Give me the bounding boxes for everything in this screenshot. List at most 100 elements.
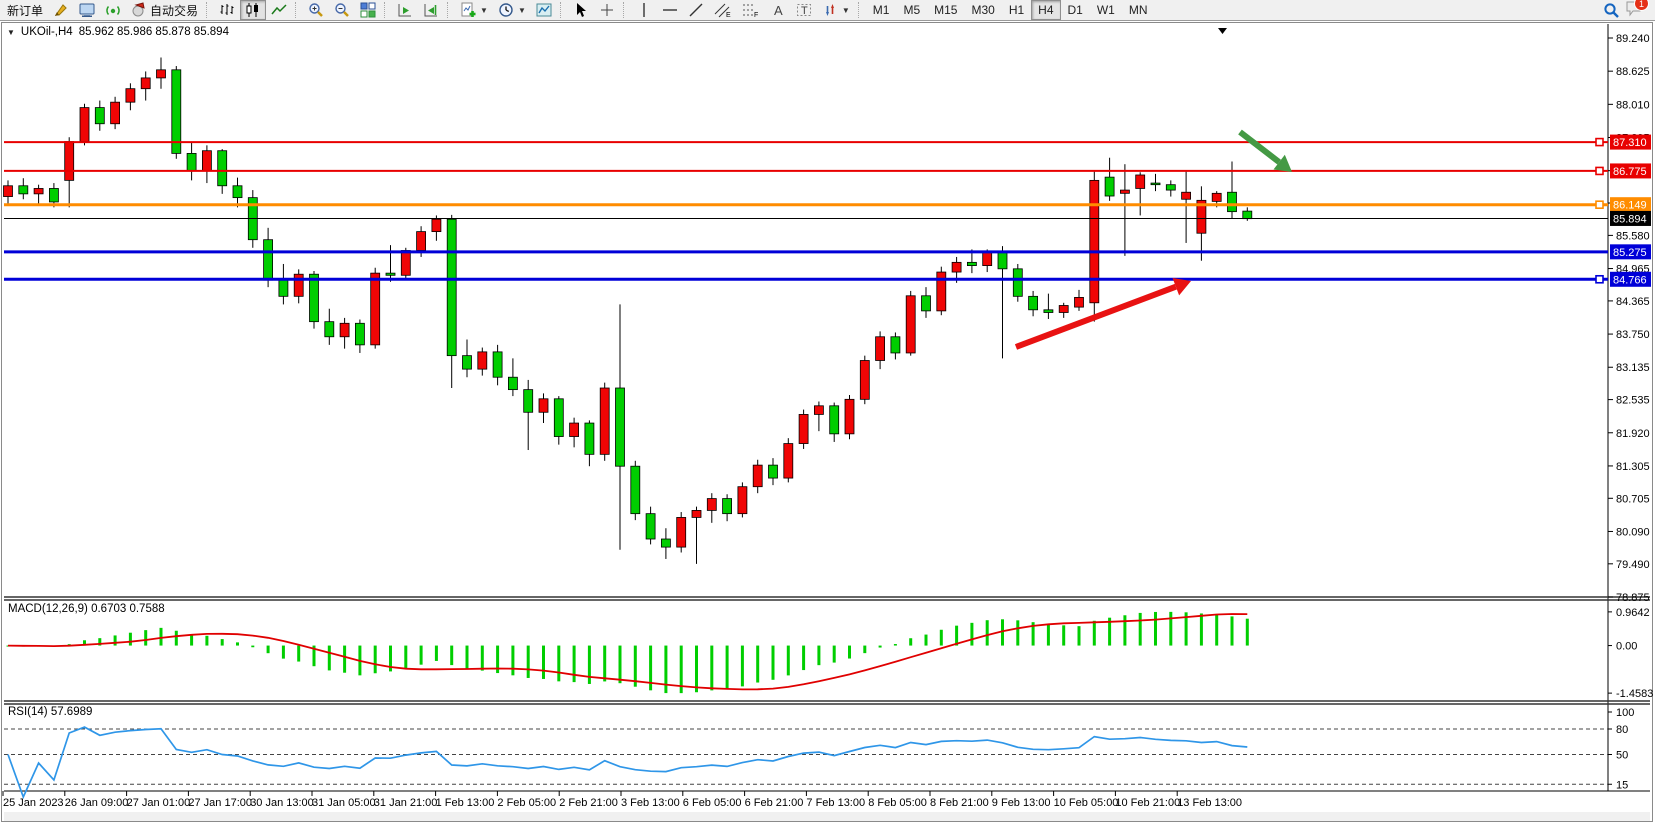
line-chart-type-button[interactable] [266, 0, 292, 20]
macd-histogram-bar [1062, 625, 1066, 646]
candle-body [538, 398, 549, 413]
price-level-87.310[interactable]: 87.310 [4, 134, 1651, 150]
tile-windows-button[interactable] [355, 0, 381, 20]
text-label-tool-button[interactable]: T [791, 0, 817, 20]
macd-histogram-bar [205, 635, 209, 646]
auto-scroll-button[interactable] [392, 0, 418, 20]
svg-text:50: 50 [1616, 750, 1628, 762]
macd-histogram-bar [542, 645, 545, 679]
timeframe-m15-button[interactable]: M15 [934, 3, 958, 17]
crosshair-tool-button[interactable] [594, 0, 620, 20]
svg-text:83.750: 83.750 [1616, 329, 1650, 341]
chevron-down-icon: ▼ [517, 5, 526, 15]
timeframe-h1-button[interactable]: H1 [1008, 3, 1025, 17]
chart-shift-button[interactable] [418, 0, 444, 20]
svg-text:26 Jan 09:00: 26 Jan 09:00 [65, 797, 129, 809]
macd-histogram-bar [174, 630, 178, 646]
vertical-line-tool-button[interactable] [631, 0, 657, 20]
candlestick-series [3, 57, 1253, 564]
timeframe-m1-button[interactable]: M1 [872, 3, 890, 17]
candle-body [630, 465, 641, 515]
svg-text:80.090: 80.090 [1616, 526, 1650, 538]
macd-histogram-bar [266, 645, 270, 654]
candle-body [1043, 309, 1054, 313]
macd-histogram-bar [1184, 612, 1188, 646]
timeframe-m30-button[interactable]: M30 [971, 3, 995, 17]
candle-body [523, 389, 534, 413]
macd-histogram-bar [893, 644, 897, 646]
cursor-tool-button[interactable] [568, 0, 594, 20]
timeframe-d1-button[interactable]: D1 [1067, 3, 1083, 17]
text-tool-button[interactable]: A [765, 0, 791, 20]
search-button[interactable] [1598, 0, 1625, 20]
macd-histogram-bar [113, 635, 117, 646]
price-level-85.894[interactable]: 85.894 [4, 210, 1651, 226]
auto-scroll-icon [397, 2, 413, 18]
period-button[interactable]: ▼ [493, 0, 531, 20]
candle-body [997, 252, 1008, 270]
candle-body [599, 387, 610, 455]
svg-text:2 Feb 05:00: 2 Feb 05:00 [497, 797, 556, 809]
candle-body [507, 376, 518, 391]
chart-window[interactable]: 89.24088.62588.01087.39586.78086.18085.5… [0, 21, 1655, 824]
price-level-86.149[interactable]: 86.149 [4, 197, 1651, 213]
macd-histogram-bar [526, 645, 530, 678]
chart-draw-icon-button[interactable] [48, 0, 74, 20]
candle-body [936, 271, 947, 312]
candle-body [94, 107, 105, 125]
bar-chart-type-button[interactable] [214, 0, 240, 20]
timeframe-w1-button[interactable]: W1 [1096, 3, 1115, 17]
auto-trading-button[interactable]: 自动交易 [126, 0, 203, 20]
timeframe-h4-button[interactable]: H4 [1031, 0, 1061, 20]
new-order-button[interactable]: 新订单 [2, 0, 48, 20]
chart-shift-marker[interactable] [1218, 28, 1227, 34]
bullish-trend-arrow[interactable] [1014, 278, 1191, 350]
macd-histogram-bar [1092, 620, 1096, 646]
timeframe-mn-button[interactable]: MN [1128, 3, 1148, 17]
zoom-out-button[interactable] [329, 0, 355, 20]
terminal-icon [79, 2, 95, 18]
bearish-trend-arrow[interactable] [1238, 129, 1292, 172]
candle-body [1058, 305, 1069, 313]
candle-body [1135, 174, 1146, 189]
notifications-button[interactable]: 1 [1625, 0, 1649, 20]
channel-tool-button[interactable]: E [709, 0, 737, 20]
svg-text:80: 80 [1616, 724, 1628, 736]
candle-body [1104, 176, 1115, 197]
chevron-down-icon: ▼ [841, 5, 850, 15]
svg-text:87.310: 87.310 [1613, 137, 1647, 149]
timeframe-m5-button[interactable]: M5 [903, 3, 921, 17]
candlestick-chart-type-button[interactable] [240, 0, 267, 20]
svg-text:84.766: 84.766 [1613, 274, 1647, 286]
price-level-84.766[interactable]: 84.766 [4, 271, 1651, 287]
trendline-icon [688, 2, 704, 18]
macd-histogram-bar [98, 638, 102, 646]
macd-histogram-bar [970, 622, 974, 646]
candle-body [951, 261, 962, 273]
signals-button[interactable] [100, 0, 126, 20]
window-bottom-strip [4, 812, 1650, 821]
macd-histogram-bar [817, 645, 821, 666]
trendline-tool-button[interactable] [683, 0, 709, 20]
candle-body [201, 150, 212, 172]
zoom-in-button[interactable] [303, 0, 329, 20]
shapes-tool-button[interactable]: ▼ [817, 0, 855, 20]
add-indicator-button[interactable]: ▼ [455, 0, 493, 20]
macd-histogram-bar [144, 630, 148, 646]
toolbar-separator [384, 2, 389, 18]
macd-histogram-bar [695, 645, 698, 693]
fibonacci-tool-button[interactable]: F [737, 0, 765, 20]
price-level-86.775[interactable]: 86.775 [4, 163, 1651, 179]
macd-histogram-bar [587, 645, 591, 684]
horizontal-line-tool-button[interactable] [657, 0, 683, 20]
terminal-button[interactable] [74, 0, 100, 20]
svg-text:13 Feb 13:00: 13 Feb 13:00 [1177, 797, 1242, 809]
candle-body [3, 185, 13, 197]
macd-histogram-bar [419, 645, 423, 665]
chart-shift-icon [423, 2, 439, 18]
price-level-85.275[interactable]: 85.275 [4, 244, 1651, 260]
chart-template-button[interactable] [531, 0, 557, 20]
svg-text:8 Feb 21:00: 8 Feb 21:00 [930, 797, 989, 809]
macd-histogram-bar [220, 639, 224, 646]
